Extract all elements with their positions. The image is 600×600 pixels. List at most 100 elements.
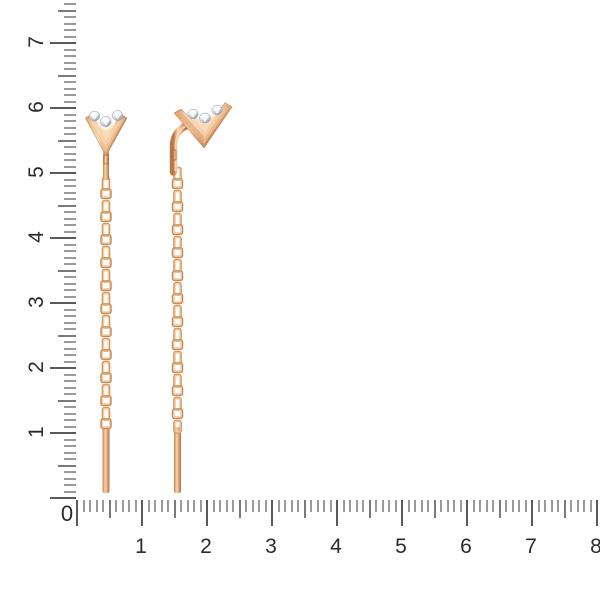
horizontal-tick-minor: [252, 500, 254, 512]
earring-left-chain-link-highlight: [103, 201, 109, 213]
horizontal-tick-minor: [343, 500, 345, 512]
horizontal-tick-minor: [505, 500, 507, 512]
vertical-tick-minor: [64, 341, 76, 343]
horizontal-tick-minor: [304, 500, 306, 518]
ruler-origin-label: 0: [60, 501, 74, 526]
horizontal-tick-major: [466, 500, 468, 526]
horizontal-ruler-label: 8: [590, 535, 600, 558]
horizontal-tick-minor: [525, 500, 527, 512]
earring-right-chain-link-highlight: [174, 283, 181, 295]
horizontal-tick-minor: [408, 500, 410, 512]
horizontal-tick-minor: [180, 500, 182, 512]
earring-right-hook-loop: [171, 149, 177, 161]
vertical-tick-minor: [64, 55, 76, 57]
horizontal-tick-minor: [193, 500, 195, 512]
earring-right-chain-link: [171, 178, 184, 190]
earring-left-chain-link: [100, 395, 112, 407]
vertical-tick-major: [50, 367, 76, 369]
vertical-tick-minor: [64, 263, 76, 265]
earring-left-chain-link-highlight: [103, 293, 109, 305]
vertical-tick-minor: [58, 270, 76, 272]
horizontal-tick-minor: [375, 500, 377, 512]
horizontal-tick-minor: [154, 500, 156, 512]
earring-left-chain-link: [100, 188, 112, 200]
horizontal-tick-minor: [544, 500, 546, 512]
vertical-tick-minor: [64, 224, 76, 226]
horizontal-tick-major: [206, 500, 208, 526]
horizontal-tick-minor: [226, 500, 228, 512]
earring-right-chain-link-highlight: [173, 386, 182, 395]
earring-right-chain-link-highlight: [174, 375, 181, 387]
earring-left-chain-link-highlight: [103, 408, 109, 420]
vertical-tick-minor: [58, 205, 76, 207]
vertical-tick-minor: [64, 452, 76, 454]
vertical-tick-minor: [64, 23, 76, 25]
horizontal-tick-minor: [109, 500, 111, 518]
earring-left-chain-link-highlight: [101, 419, 111, 428]
earring-right-chain-link: [171, 339, 184, 351]
vertical-tick-minor: [64, 211, 76, 213]
horizontal-tick-minor: [323, 500, 325, 512]
vertical-tick-major: [50, 42, 76, 44]
horizontal-tick-minor: [89, 500, 91, 512]
earring-left-chain-link-highlight: [103, 247, 109, 259]
earring-right-chain-link-highlight: [173, 248, 182, 257]
horizontal-tick-minor: [187, 500, 189, 512]
vertical-tick-minor: [64, 36, 76, 38]
vertical-tick-minor: [64, 322, 76, 324]
earring-right-chain-link: [171, 247, 184, 259]
earring-left-chain-link-highlight: [101, 350, 111, 359]
horizontal-tick-minor: [219, 500, 221, 512]
earring-right-chain-link: [171, 201, 184, 213]
horizontal-tick-minor: [297, 500, 299, 512]
earring-right-chain-link-highlight: [173, 225, 182, 234]
horizontal-tick-minor: [239, 500, 241, 518]
horizontal-tick-minor: [518, 500, 520, 512]
earring-left-chain-link: [100, 303, 112, 315]
horizontal-tick-minor: [512, 500, 514, 512]
horizontal-ruler-label: 6: [460, 535, 472, 558]
vertical-tick-minor: [64, 393, 76, 395]
earring-right-chain-link-highlight: [174, 306, 181, 318]
vertical-tick-minor: [64, 166, 76, 168]
horizontal-tick-minor: [356, 500, 358, 512]
vertical-tick-minor: [58, 10, 76, 12]
vertical-tick-major: [50, 172, 76, 174]
horizontal-tick-minor: [434, 500, 436, 518]
vertical-tick-minor: [64, 445, 76, 447]
earring-right-chain-link: [171, 224, 184, 236]
earring-left-chain-link-highlight: [101, 189, 111, 198]
vertical-tick-minor: [64, 49, 76, 51]
vertical-tick-minor: [64, 491, 76, 493]
horizontal-tick-minor: [265, 500, 267, 512]
horizontal-tick-minor: [486, 500, 488, 512]
vertical-tick-minor: [64, 348, 76, 350]
horizontal-ruler-label: 7: [525, 535, 537, 558]
vertical-tick-minor: [64, 315, 76, 317]
horizontal-tick-major: [76, 500, 78, 526]
earring-left-chain-link-highlight: [103, 362, 109, 374]
earring-left-chain-link-highlight: [103, 178, 109, 190]
horizontal-tick-minor: [167, 500, 169, 512]
earring-right-chain-link-highlight: [173, 340, 182, 349]
horizontal-ruler-label: 1: [135, 535, 147, 558]
earring-left-chain-link-highlight: [103, 385, 109, 397]
vertical-tick-minor: [64, 328, 76, 330]
earring-right-chain-link: [171, 270, 184, 282]
horizontal-tick-minor: [583, 500, 585, 512]
horizontal-tick-minor: [577, 500, 579, 512]
earring-right-chain-link-highlight: [174, 352, 181, 364]
horizontal-tick-minor: [96, 500, 98, 512]
vertical-tick-minor: [64, 198, 76, 200]
earring-right-chain: [171, 166, 184, 434]
horizontal-tick-major: [141, 500, 143, 526]
horizontal-tick-minor: [174, 500, 176, 518]
vertical-tick-minor: [64, 114, 76, 116]
horizontal-tick-minor: [460, 500, 462, 512]
earring-left-chain-link: [100, 372, 112, 384]
vertical-tick-minor: [64, 387, 76, 389]
horizontal-tick-minor: [564, 500, 566, 518]
earring-left-chain-link-highlight: [101, 396, 111, 405]
